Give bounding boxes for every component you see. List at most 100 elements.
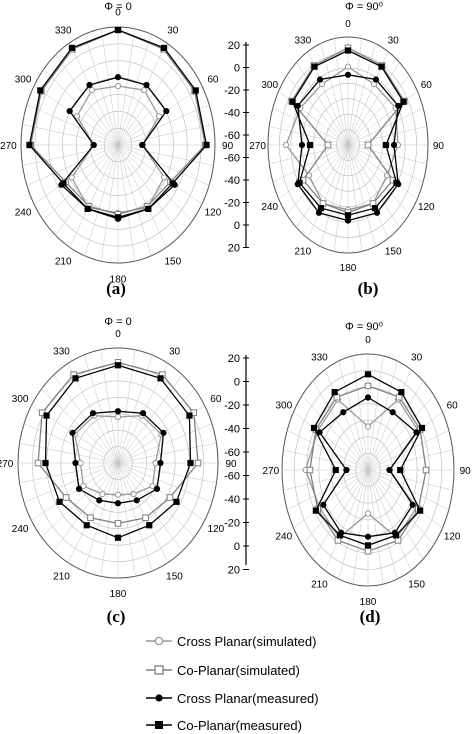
data-point (400, 98, 407, 105)
panel-letter: (b) (358, 279, 379, 298)
data-point (422, 466, 430, 474)
angle-tick-label: 300 (12, 394, 29, 405)
data-point (149, 482, 156, 490)
data-point (203, 141, 210, 149)
angle-tick-label: 210 (53, 572, 70, 583)
data-point (282, 141, 290, 149)
angle-tick-label: 60 (210, 394, 222, 405)
data-point (320, 501, 327, 508)
data-point (417, 507, 424, 514)
radial-scale-label: -20 (224, 518, 240, 530)
angle-tick-label: 60 (447, 400, 459, 411)
data-point (77, 459, 84, 467)
data-point (324, 141, 332, 149)
radial-scale-label: 0 (234, 220, 240, 232)
polar-grid-spoke (352, 355, 369, 471)
radial-scale-label: 0 (234, 541, 240, 553)
data-point (160, 429, 167, 436)
polar-grid-spoke (83, 462, 119, 572)
data-point (37, 87, 44, 94)
polar-grid-spoke (293, 411, 369, 471)
data-point (344, 217, 352, 224)
angle-tick-label: 120 (205, 208, 222, 219)
polar-grid-spoke (320, 43, 349, 146)
data-point (114, 26, 122, 34)
polar-grid-spoke (347, 43, 376, 146)
polar-grid-spoke (117, 104, 210, 146)
polar-grid-spoke (347, 75, 410, 146)
polar-grid-spoke (367, 469, 443, 529)
angle-tick-label: 60 (207, 74, 219, 85)
polar-grid-spoke (117, 144, 193, 222)
data-point (88, 86, 96, 94)
polar-grid-spoke (69, 42, 119, 146)
data-point (331, 389, 338, 396)
radial-scale-label: -60 (224, 153, 240, 165)
radial-scale-label: -60 (224, 130, 240, 142)
legend-entry: Co-Planar(simulated) (146, 663, 300, 678)
angle-tick-label: 120 (444, 532, 461, 543)
data-point (382, 141, 390, 149)
data-point (186, 412, 193, 419)
angle-tick-label: 120 (208, 524, 225, 535)
polar-grid-spoke (117, 144, 167, 248)
data-point (69, 429, 76, 436)
data-point (75, 485, 83, 492)
angle-tick-label: 90 (222, 141, 234, 152)
polar-grid-spoke (367, 449, 453, 471)
data-point (173, 498, 180, 505)
data-point (130, 491, 137, 498)
angle-tick-label: 180 (110, 589, 127, 600)
radial-scale-label: 0 (234, 63, 240, 75)
polar-grid-spoke (367, 469, 424, 559)
angle-tick-label: 30 (169, 346, 181, 357)
data-point (86, 81, 93, 89)
angle-tick-label: 30 (167, 26, 179, 37)
polar-grid-spoke (100, 462, 119, 577)
data-point (157, 375, 164, 382)
data-point (80, 482, 87, 490)
polar-grid-spoke (84, 34, 119, 146)
polar-grid-spoke (269, 144, 349, 164)
angle-tick-label: 0 (115, 329, 121, 340)
polar-grid-spoke (333, 144, 349, 252)
data-point (155, 113, 163, 120)
data-point (372, 76, 380, 83)
data-point (114, 520, 122, 527)
data-point (42, 459, 49, 467)
data-point (68, 174, 75, 181)
polar-grid-spoke (293, 469, 369, 529)
data-point (66, 107, 73, 115)
polar-grid-spoke (117, 462, 153, 572)
data-point (364, 394, 372, 401)
data-point (344, 47, 352, 54)
polar-grid-spoke (23, 462, 119, 503)
radial-scale-label: 20 (228, 565, 240, 577)
radial-scale-label: -20 (224, 400, 240, 412)
angle-tick-label: 300 (275, 400, 292, 411)
data-point (344, 71, 352, 78)
angle-tick-label: 330 (53, 346, 70, 357)
polar-grid-spoke (117, 144, 210, 186)
panel-letter: (d) (360, 607, 381, 626)
data-point (142, 514, 149, 522)
data-point (386, 466, 393, 474)
data-point (306, 466, 314, 474)
polar-grid-spoke (117, 462, 213, 503)
polar-grid-spoke (117, 144, 214, 166)
data-point (343, 466, 350, 474)
data-point (114, 214, 122, 221)
data-point (166, 494, 174, 501)
radial-scale-label: 0 (234, 377, 240, 389)
angle-tick-label: 210 (55, 256, 72, 267)
angle-tick-label: 180 (360, 597, 377, 608)
data-point (43, 412, 50, 419)
polar-grid-spoke (367, 469, 453, 491)
data-point (364, 533, 372, 540)
polar-grid-spoke (286, 144, 349, 215)
radial-scale-label: -60 (224, 447, 240, 459)
data-point (140, 86, 148, 94)
polar-grid-spoke (347, 126, 427, 146)
polar-grid-spoke (117, 124, 214, 146)
data-point (73, 113, 81, 120)
